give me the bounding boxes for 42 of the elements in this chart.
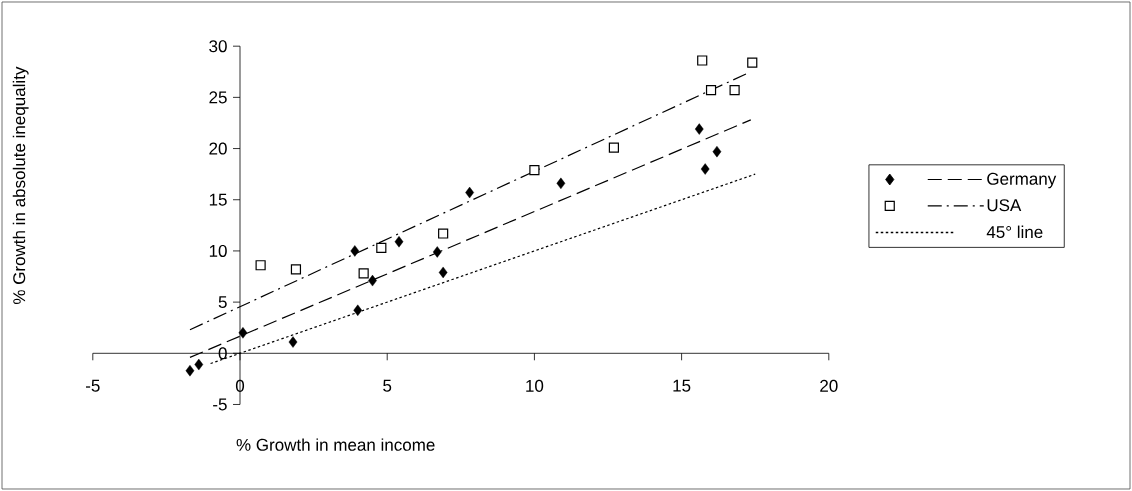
point <box>394 236 404 248</box>
point <box>238 327 248 339</box>
point <box>432 246 442 258</box>
point <box>350 245 360 257</box>
point <box>694 123 704 135</box>
x-axis-title: % Growth in mean income <box>236 438 435 451</box>
point <box>529 164 540 176</box>
point <box>290 264 302 275</box>
point <box>556 177 566 190</box>
point <box>288 336 298 348</box>
point <box>705 85 717 96</box>
x-tick-label: 10 <box>526 379 544 392</box>
point <box>697 55 708 66</box>
y-tick-label: 20 <box>209 142 227 155</box>
point <box>729 85 740 96</box>
legend-label: USA <box>987 199 1022 212</box>
point <box>438 266 448 279</box>
point <box>185 365 195 377</box>
x-tick-label: 5 <box>383 379 392 392</box>
x-tick-label: -5 <box>86 379 100 392</box>
x-tick-label: 15 <box>673 379 691 392</box>
y-tick-label: 15 <box>209 193 227 206</box>
point <box>353 304 363 316</box>
x-tick-label: 0 <box>235 379 245 392</box>
point <box>358 268 369 279</box>
point <box>376 242 387 253</box>
y-axis-title: % Growth in absolute inequality <box>12 66 29 305</box>
legend-label: 45° line <box>986 225 1043 239</box>
point <box>712 145 722 158</box>
legend-label: Germany <box>987 172 1057 189</box>
point <box>438 228 449 239</box>
x-tick-label: 20 <box>820 379 838 392</box>
y-tick-label: 30 <box>209 40 227 53</box>
point <box>608 142 619 153</box>
point <box>747 57 758 68</box>
y-tick-label: -5 <box>213 398 227 411</box>
point <box>700 163 710 175</box>
point <box>194 358 204 371</box>
point <box>255 260 266 271</box>
y-tick-label: 10 <box>209 244 227 257</box>
y-tick-label: 5 <box>218 296 227 309</box>
y-tick-label: 25 <box>209 91 227 104</box>
